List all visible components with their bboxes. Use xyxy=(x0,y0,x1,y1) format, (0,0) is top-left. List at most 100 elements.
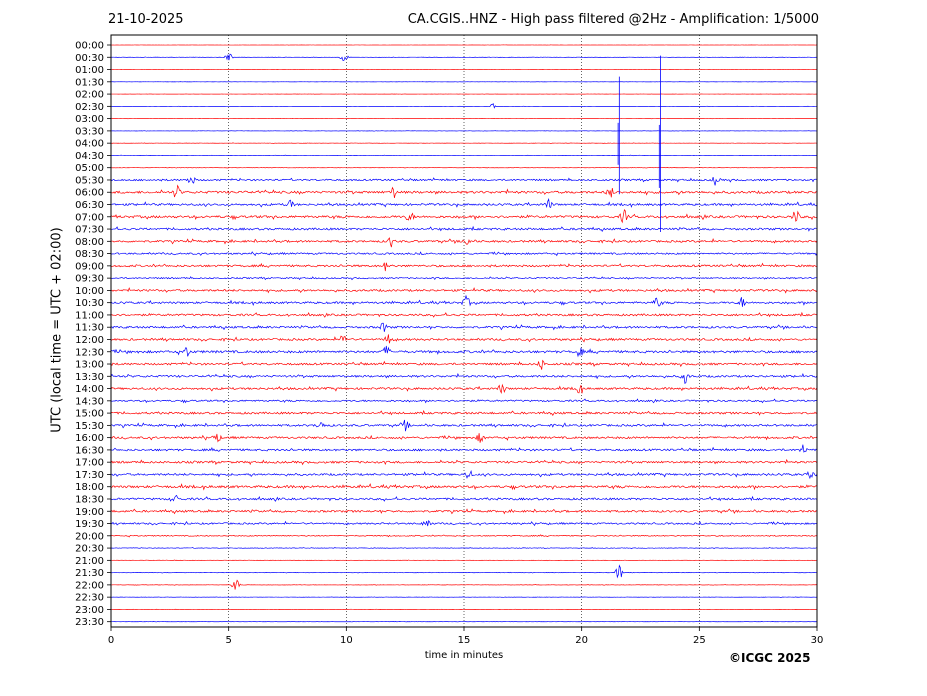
copyright-label: ©ICGC 2025 xyxy=(729,651,811,665)
trace-row xyxy=(110,53,818,61)
y-tick-label: 10:00 xyxy=(75,286,104,297)
y-tick-label: 09:00 xyxy=(75,261,104,272)
x-axis-label: time in minutes xyxy=(424,650,504,661)
y-tick-label: 11:00 xyxy=(75,310,104,321)
y-tick-label: 20:30 xyxy=(75,544,104,555)
trace-row xyxy=(110,142,818,144)
y-tick-label: 01:30 xyxy=(75,77,104,88)
trace-row xyxy=(110,198,818,209)
y-tick-label: 17:00 xyxy=(75,458,104,469)
trace-row xyxy=(110,547,818,550)
trace-row xyxy=(110,372,818,384)
trace-row xyxy=(110,276,818,281)
trace-row xyxy=(110,579,818,590)
y-tick-label: 02:00 xyxy=(75,90,104,101)
trace-row xyxy=(110,359,818,370)
x-tick-label: 20 xyxy=(575,635,588,646)
y-tick-label: 06:30 xyxy=(75,200,104,211)
trace-row xyxy=(110,508,818,515)
y-tick-label: 22:00 xyxy=(75,580,104,591)
trace-row xyxy=(110,469,818,480)
y-tick-label: 02:30 xyxy=(75,102,104,113)
trace-row xyxy=(110,237,818,248)
x-axis-ticks: 0 5 10 15 20 25 30 xyxy=(108,627,824,646)
y-tick-label: 07:30 xyxy=(75,225,104,236)
y-tick-label: 13:30 xyxy=(75,372,104,383)
y-tick-label: 05:30 xyxy=(75,175,104,186)
trace-row xyxy=(110,494,818,502)
trace-row xyxy=(110,311,818,318)
trace-row xyxy=(110,444,818,453)
trace-row xyxy=(110,564,818,579)
trace-row xyxy=(110,334,818,344)
plot-date: 21-10-2025 xyxy=(108,12,184,27)
y-tick-label: 23:00 xyxy=(75,605,104,616)
y-tick-label: 09:30 xyxy=(75,274,104,285)
trace-row xyxy=(110,559,818,562)
trace-row xyxy=(110,262,818,272)
x-tick-label: 15 xyxy=(458,635,471,646)
y-tick-label: 05:00 xyxy=(75,163,104,174)
y-tick-label: 00:30 xyxy=(75,53,104,64)
y-tick-label: 14:00 xyxy=(75,384,104,395)
y-tick-label: 21:30 xyxy=(75,568,104,579)
y-tick-label: 00:00 xyxy=(75,41,104,52)
vertical-gridlines xyxy=(228,35,700,627)
y-tick-label: 20:00 xyxy=(75,531,104,542)
y-tick-label: 15:00 xyxy=(75,409,104,420)
y-tick-label: 11:30 xyxy=(75,323,104,334)
trace-row xyxy=(110,383,818,395)
y-tick-label: 04:30 xyxy=(75,151,104,162)
trace-row xyxy=(110,409,818,417)
trace-row xyxy=(110,345,818,358)
trace-row xyxy=(110,130,818,132)
trace-row xyxy=(110,166,817,169)
trace-row xyxy=(110,176,818,186)
seismic-events xyxy=(617,55,661,233)
trace-row xyxy=(110,103,817,109)
x-tick-label: 25 xyxy=(693,635,706,646)
trace-row xyxy=(111,596,818,598)
y-tick-label: 08:00 xyxy=(75,237,104,248)
trace-row xyxy=(110,208,818,224)
y-tick-label: 23:30 xyxy=(75,617,104,628)
y-tick-label: 04:00 xyxy=(75,139,104,150)
y-tick-label: 03:00 xyxy=(75,114,104,125)
plot-frame xyxy=(110,34,818,628)
y-tick-label: 14:30 xyxy=(75,396,104,407)
plot-title: CA.CGIS..HNZ - High pass filtered @2Hz -… xyxy=(407,12,819,27)
y-tick-label: 06:00 xyxy=(75,188,104,199)
trace-row xyxy=(110,433,818,443)
trace-row xyxy=(110,519,818,527)
trace-row xyxy=(111,419,818,432)
y-tick-label: 19:00 xyxy=(75,507,104,518)
y-tick-label: 13:00 xyxy=(75,360,104,371)
y-tick-label: 12:00 xyxy=(75,335,104,346)
trace-row xyxy=(110,534,818,538)
trace-row xyxy=(110,154,818,157)
trace-row xyxy=(110,483,818,491)
y-tick-label: 17:30 xyxy=(75,470,104,481)
x-tick-label: 5 xyxy=(225,635,231,646)
trace-row xyxy=(110,251,818,257)
y-tick-label: 10:30 xyxy=(75,298,104,309)
y-tick-label: 16:00 xyxy=(75,433,104,444)
trace-row xyxy=(110,225,818,233)
y-tick-label: 07:00 xyxy=(75,212,104,223)
y-tick-label: 19:30 xyxy=(75,519,104,530)
y-tick-label: 22:30 xyxy=(75,593,104,604)
y-tick-label: 18:00 xyxy=(75,482,104,493)
y-tick-label: 21:00 xyxy=(75,556,104,567)
y-tick-label: 08:30 xyxy=(75,249,104,260)
trace-row xyxy=(110,398,818,404)
trace-row xyxy=(110,458,818,466)
y-tick-label: 16:30 xyxy=(75,445,104,456)
trace-row xyxy=(110,287,818,294)
x-tick-label: 30 xyxy=(811,635,824,646)
trace-row xyxy=(110,184,818,199)
y-tick-label: 18:30 xyxy=(75,494,104,505)
y-tick-label: 01:00 xyxy=(75,65,104,76)
trace-row xyxy=(110,322,818,332)
